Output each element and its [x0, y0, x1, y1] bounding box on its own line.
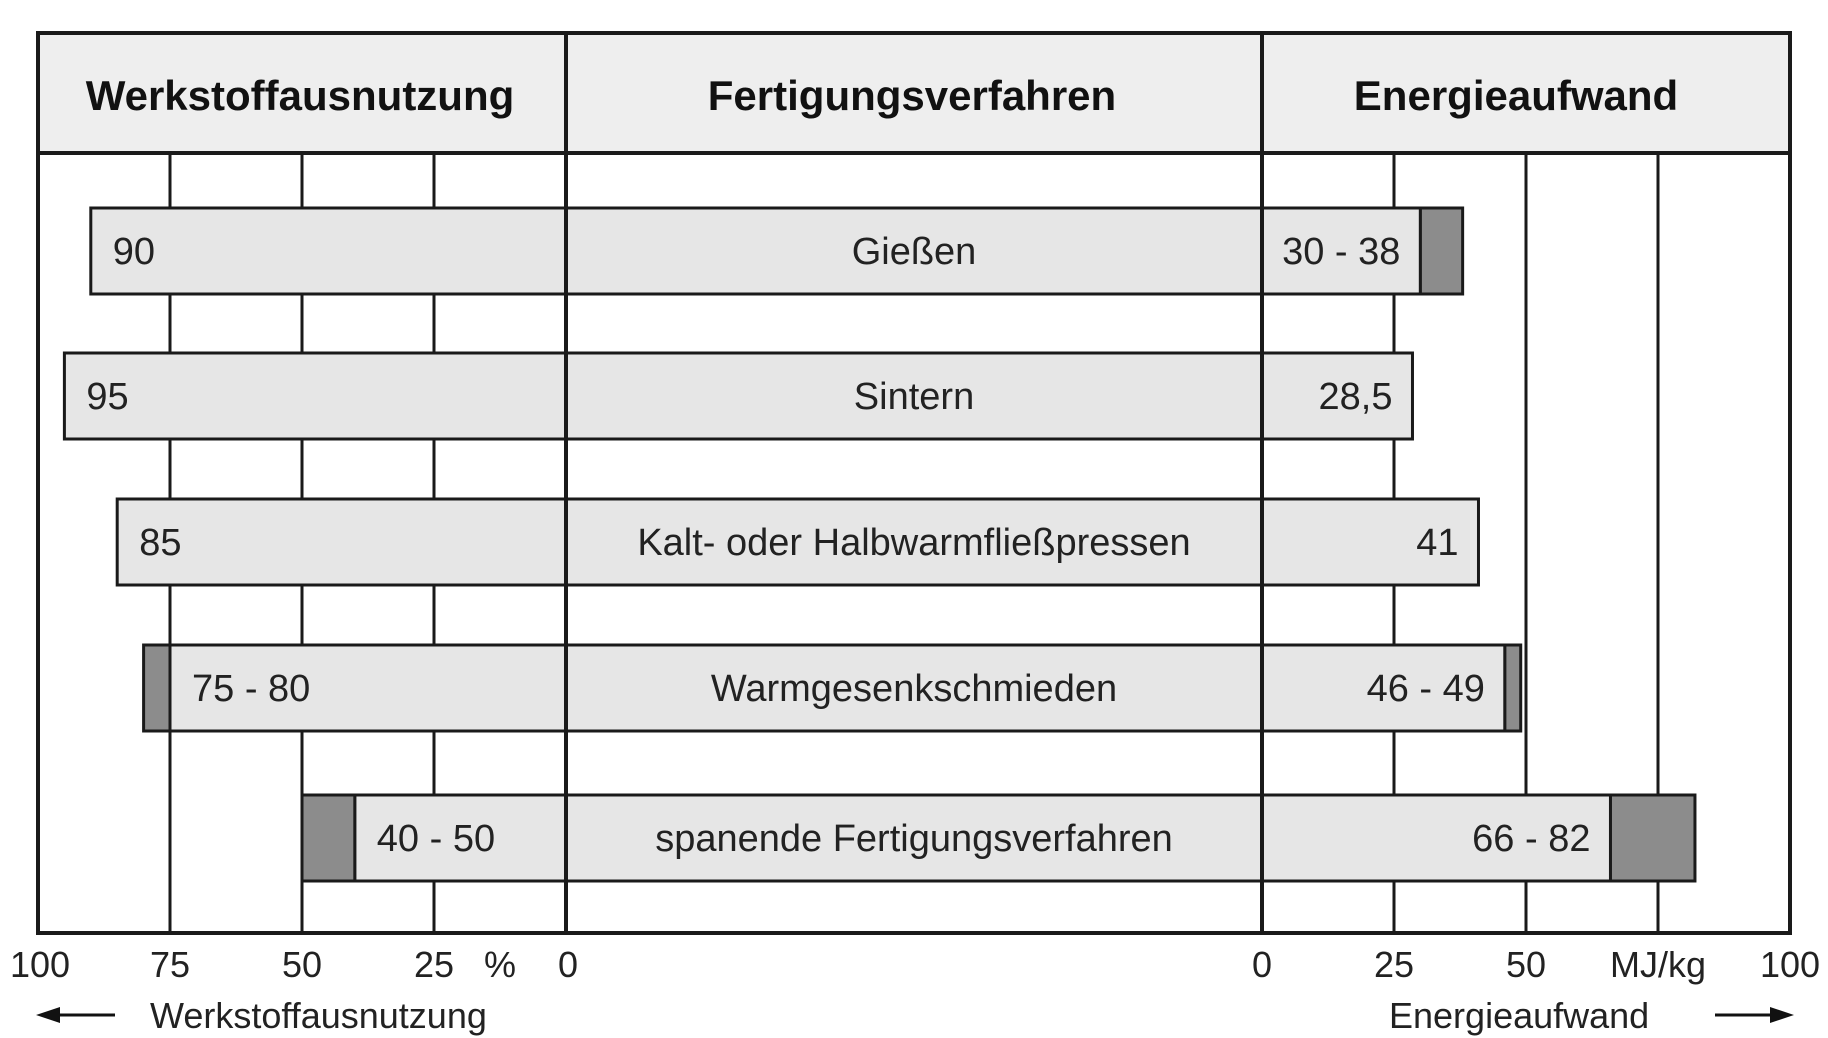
left-tick-label: 50: [282, 944, 322, 985]
right-arrow-head-icon: [1770, 1007, 1794, 1023]
frame: [36, 31, 1792, 935]
bar-label-left: 40 - 50: [377, 818, 495, 860]
bar-label-left: 95: [86, 376, 128, 418]
header-band: [38, 33, 1790, 153]
bar-label-right: 66 - 82: [1472, 818, 1590, 860]
left-axis-label: Werkstoffausnutzung: [150, 995, 487, 1036]
bar-main: [115, 497, 1480, 587]
category-label: Gießen: [852, 231, 977, 273]
left-axis-unit: %: [484, 944, 516, 985]
right-tick-label: 100: [1760, 944, 1820, 985]
left-axis-label-group: Werkstoffausnutzung: [36, 995, 487, 1036]
bar-label-right: 30 - 38: [1282, 231, 1400, 273]
bar-left-range: [300, 793, 357, 883]
left-tick-label: 25: [414, 944, 454, 985]
right-axis-label-group: Energieaufwand: [1389, 995, 1794, 1036]
bar-left-range: [142, 643, 172, 733]
bar-row: 85 Kalt- oder Halbwarmfließpressen 41: [115, 497, 1480, 587]
outer-border: [36, 31, 1792, 935]
category-label: Sintern: [854, 376, 974, 418]
header-right: Energieaufwand: [1354, 72, 1678, 119]
axis-ticks: 100 75 50 25 0% 0 25 50 100 MJ/kg: [10, 944, 1820, 985]
category-label: Kalt- oder Halbwarmfließpressen: [637, 522, 1190, 564]
header-center: Fertigungsverfahren: [708, 72, 1116, 119]
category-label: Warmgesenkschmieden: [711, 668, 1117, 710]
bar-label-right: 46 - 49: [1367, 668, 1485, 710]
bar-main: [62, 351, 1414, 441]
bar-right-range: [1608, 793, 1697, 883]
bar-label-right: 28,5: [1319, 376, 1393, 418]
left-arrow-head-icon: [36, 1007, 60, 1023]
bar-label-left: 85: [139, 522, 181, 564]
right-axis-unit: MJ/kg: [1610, 944, 1706, 985]
right-tick-label: 50: [1506, 944, 1546, 985]
bars: 90 Gießen 30 - 38 95 Sintern 28,5 85 Kalt- oder…: [62, 206, 1697, 883]
right-axis-label: Energieaufwand: [1389, 995, 1649, 1036]
bar-label-right: 41: [1416, 522, 1458, 564]
bar-right-range: [1503, 643, 1523, 733]
right-tick-label: 0: [1252, 944, 1272, 985]
left-tick-label: 75: [150, 944, 190, 985]
header-left: Werkstoffausnutzung: [86, 72, 515, 119]
bar-right-range: [1418, 206, 1465, 296]
bar-main: [89, 206, 1422, 296]
left-tick-label: 100: [10, 944, 70, 985]
bar-row: 75 - 80 Warmgesenkschmieden 46 - 49: [142, 643, 1523, 733]
bar-label-left: 75 - 80: [192, 668, 310, 710]
bar-row: 95 Sintern 28,5: [62, 351, 1414, 441]
left-tick-label: 0: [558, 944, 578, 985]
bar-label-left: 90: [113, 231, 155, 273]
right-tick-label: 25: [1374, 944, 1414, 985]
category-label: spanende Fertigungsverfahren: [655, 818, 1173, 860]
bar-row: 90 Gießen 30 - 38: [89, 206, 1465, 296]
bar-row: 40 - 50 spanende Fertigungsverfahren 66 - …: [300, 793, 1697, 883]
